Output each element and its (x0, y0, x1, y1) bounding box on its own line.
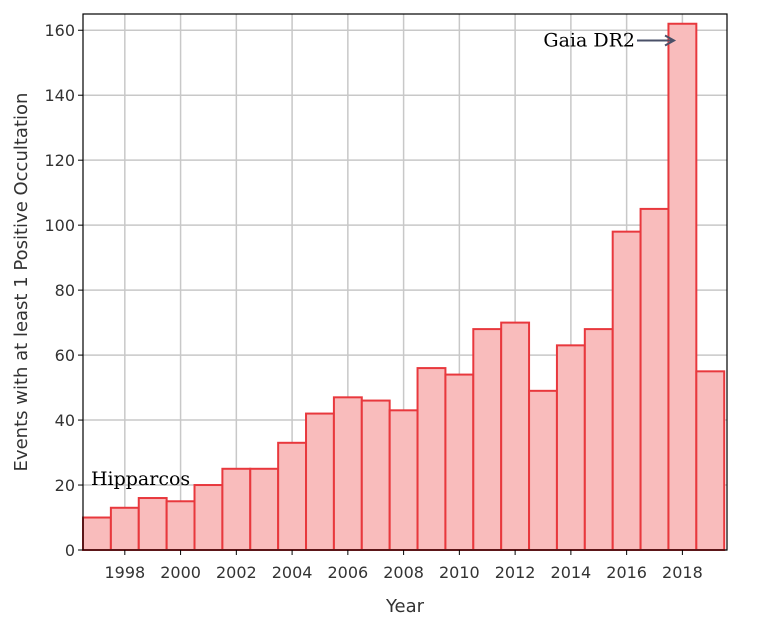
x-tick-label: 2000 (160, 563, 201, 582)
bar (555, 344, 586, 551)
bar (500, 321, 531, 551)
bar (249, 467, 280, 551)
y-tick-label: 40 (55, 411, 75, 430)
y-tick-label: 140 (44, 86, 75, 105)
x-tick-label: 2010 (439, 563, 480, 582)
x-tick-label: 2004 (272, 563, 313, 582)
gaia-arrow (637, 34, 677, 47)
x-axis-title: Year (385, 596, 425, 617)
bar (221, 467, 252, 551)
y-axis-ticks: 0 20 40 60 80 100 120 140 160 (44, 21, 83, 560)
bar (667, 22, 698, 551)
bar (444, 373, 475, 551)
bar (388, 409, 419, 551)
x-tick-label: 2002 (216, 563, 257, 582)
bar (583, 328, 614, 551)
x-tick-label: 1998 (104, 563, 145, 582)
bar (165, 500, 196, 552)
y-tick-label: 20 (55, 476, 75, 495)
bar (277, 441, 308, 551)
bar (137, 497, 168, 551)
bar (695, 370, 726, 552)
x-tick-label: 2016 (606, 563, 647, 582)
y-tick-label: 60 (55, 346, 75, 365)
bar (528, 389, 558, 551)
x-tick-label: 2008 (383, 563, 424, 582)
bar (472, 328, 503, 551)
bar (639, 207, 670, 551)
x-tick-label: 2014 (551, 563, 592, 582)
y-tick-label: 100 (44, 216, 75, 235)
bar (82, 516, 112, 551)
y-tick-label: 0 (65, 541, 75, 560)
y-axis-title: Events with at least 1 Positive Occultat… (11, 93, 32, 472)
bar (360, 399, 391, 551)
x-tick-label: 2018 (662, 563, 703, 582)
plot-frame (82, 13, 728, 551)
bar (305, 412, 335, 551)
bar (611, 230, 642, 551)
x-tick-label: 2006 (327, 563, 368, 582)
gaia-dr2-annotation: Gaia DR2 (543, 29, 635, 51)
bar (193, 484, 224, 551)
bar (109, 506, 140, 551)
bar (416, 367, 447, 551)
bar (332, 396, 363, 551)
hipparcos-annotation: Hipparcos (91, 468, 190, 490)
y-tick-label: 80 (55, 281, 75, 300)
y-tick-label: 160 (44, 21, 75, 40)
y-tick-label: 120 (44, 151, 75, 170)
x-axis-ticks: 1998 2000 2002 2004 2006 2008 2010 2012 2014 2016… (104, 550, 703, 582)
x-tick-label: 2012 (495, 563, 536, 582)
arrow-head (664, 34, 677, 47)
